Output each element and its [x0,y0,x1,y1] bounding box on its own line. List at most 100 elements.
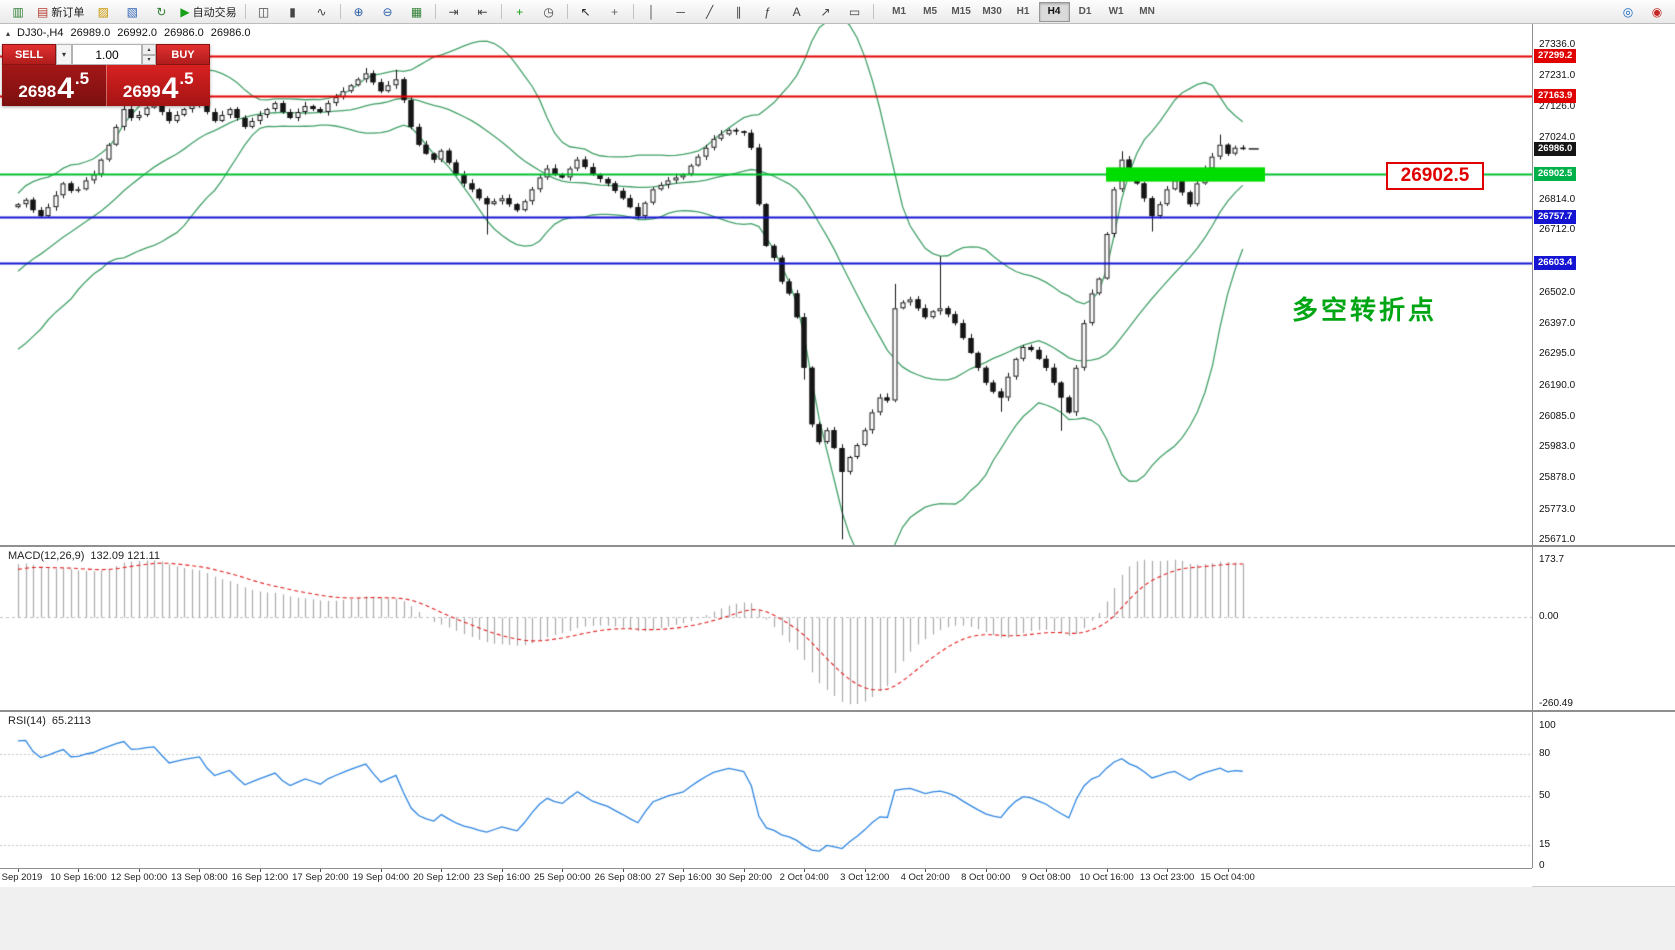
main-toolbar: ▥ ▤ 新订单 ▨ ▧ ↻ ▶ 自动交易 ◫ ▮ ∿ ⊕ ⊖ ▦ ⇥ ⇤ + ◷ ↖ + │ ─ ╱ ∥ ƒ A ↗ ▭ M1 M5 M15… [0,0,1675,24]
app-icon: ▥ [12,4,24,19]
vertical-line-icon: │ [647,4,656,19]
arrow-icon: ↗ [820,4,831,19]
price-axis-label: 25878.0 [1539,472,1576,484]
timeframe-button-D1[interactable]: D1 [1078,6,1092,17]
chart-shift-icon[interactable]: ⇤ [469,1,497,23]
cursor-icon: ↖ [580,4,591,19]
price-chart-canvas[interactable] [0,24,1532,545]
toolbar-separator [339,4,341,19]
cursor-icon[interactable]: ↖ [572,1,600,23]
time-axis-label: 19 Sep 04:00 [352,872,410,883]
macd-name: MACD(12,26,9) [8,550,85,562]
pane-divider[interactable] [0,710,1675,712]
time-axis-label: 10 Oct 16:00 [1079,872,1134,883]
app-icon: ▥ [4,1,32,23]
arrow-icon[interactable]: ↗ [812,1,840,23]
volume-input[interactable] [72,44,142,65]
periods-icon[interactable]: ◷ [535,1,563,23]
price-axis[interactable]: 27336.0 27231.0 27126.0 27024.0 26814.0 26712… [1532,24,1675,871]
trendline-icon[interactable]: ╱ [696,1,724,23]
candlestick-chart-icon[interactable]: ▮ [279,1,307,23]
zoom-in-icon[interactable]: ⊕ [345,1,373,23]
volume-up-icon[interactable]: ▴ [142,44,156,55]
price-axis-label: 26295.0 [1539,348,1576,360]
new-order-button: ▤ [37,4,49,19]
timeframe-button-H4[interactable]: H4 [1038,1,1070,22]
time-axis-tick [441,869,443,872]
alert-icon[interactable]: ◉ [1643,1,1671,23]
time-axis-tick [320,869,322,872]
autotrading-button[interactable]: ▶ 自动交易 [176,1,240,23]
price-axis-label: 25773.0 [1539,503,1576,515]
time-axis-tick [925,869,927,872]
bar-chart-icon[interactable]: ◫ [250,1,278,23]
timeframe-button-M30[interactable]: M30 [982,6,1002,17]
macd-indicator-canvas[interactable] [0,547,1532,710]
timeframe-button-M1[interactable]: M1 [892,6,907,17]
price-axis-label: 27231.0 [1539,70,1576,82]
channel-icon[interactable]: ∥ [725,1,753,23]
new-order-button-label: 新订单 [51,6,85,19]
macd-axis-label: -260.49 [1539,698,1573,709]
timeframe-button-MN[interactable]: MN [1139,6,1155,17]
crosshair-icon[interactable]: + [601,1,629,23]
templates-icon[interactable]: ▨ [89,1,117,23]
profiles-icon[interactable]: ▧ [118,1,146,23]
zoom-out-icon[interactable]: ⊖ [374,1,402,23]
timeframe-group: M1 M5 M15 M30 H1 H4 D1 W1 MN [884,1,1163,22]
chart-ohlc-header: ▴ DJ30-,H4 26989.0 26992.0 26986.0 26986… [6,27,251,39]
rsi-indicator-canvas[interactable] [0,712,1532,868]
timeframe-button-M15[interactable]: M15 [951,6,971,17]
fibonacci-icon[interactable]: ƒ [754,1,782,23]
buy-price-small: 2699 [122,82,161,102]
open-value: 26989.0 [70,27,111,39]
autotrading-button: ▶ [180,4,190,19]
price-axis-label: 25983.0 [1539,441,1576,453]
auto-scroll-icon[interactable]: ⇥ [440,1,468,23]
pane-divider[interactable] [0,545,1675,547]
buy-price-big: 4 [161,72,179,105]
crosshair-icon: + [611,4,619,19]
timeframe-button-M5[interactable]: M5 [923,6,938,17]
time-axis-label: 23 Sep 16:00 [473,872,531,883]
sell-button[interactable]: SELL [2,44,56,65]
volume-dropdown-icon[interactable]: ▾ [56,44,72,65]
macd-axis-label: 173.7 [1539,554,1565,565]
time-axis-tick [1227,869,1229,872]
time-axis-label: 9 Sep 2019 [0,872,43,883]
time-axis-label: 30 Sep 20:00 [715,872,773,883]
line-chart-icon[interactable]: ∿ [308,1,336,23]
tile-windows-icon[interactable]: ▦ [403,1,431,23]
time-axis-tick [138,869,140,872]
search-icon[interactable]: ◎ [1614,1,1642,23]
shapes-icon[interactable]: ▭ [841,1,869,23]
sell-price[interactable]: 2698 4 .5 [2,65,106,106]
buy-price[interactable]: 2699 4 .5 [105,65,210,106]
autotrading-button-label: 自动交易 [192,6,237,19]
time-axis-tick [199,869,201,872]
volume-down-icon[interactable]: ▾ [142,54,156,65]
indicators-icon[interactable]: + [506,1,534,23]
horizontal-line-icon: ─ [676,4,685,19]
time-axis-tick [562,869,564,872]
periods-icon: ◷ [543,4,554,19]
timeframe-button-W1[interactable]: W1 [1108,6,1124,17]
new-order-button[interactable]: ▤ 新订单 [33,1,88,23]
templates-icon: ▨ [97,4,110,19]
bar-chart-icon: ◫ [257,4,270,19]
time-axis-label: 9 Oct 08:00 [1021,872,1071,883]
refresh-icon[interactable]: ↻ [147,1,175,23]
rsi-axis-label: 50 [1539,790,1551,801]
time-axis-tick [1046,869,1048,872]
price-axis-tag: 27163.9 [1534,88,1577,103]
buy-button[interactable]: BUY [156,44,210,65]
text-icon[interactable]: A [783,1,811,23]
symbol-period-label: DJ30-,H4 [17,27,64,39]
vertical-line-icon[interactable]: │ [638,1,666,23]
rsi-axis-label: 80 [1539,748,1551,759]
macd-values: 132.09 121.11 [90,550,160,562]
timeframe-button-H1[interactable]: H1 [1016,6,1030,17]
horizontal-line-icon[interactable]: ─ [667,1,695,23]
indicators-icon: + [516,4,524,19]
